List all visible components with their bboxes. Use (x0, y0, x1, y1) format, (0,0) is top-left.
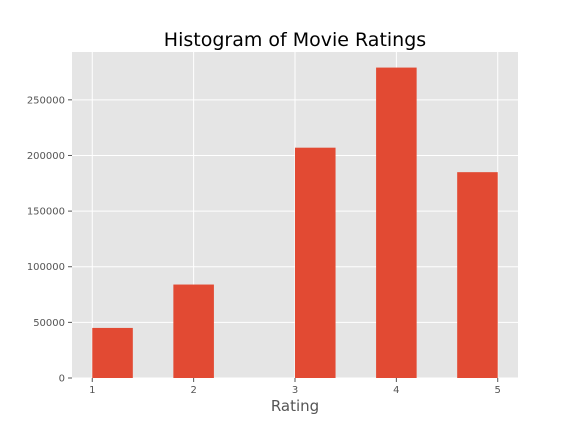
histogram-bar (173, 284, 214, 378)
x-tick-label: 5 (495, 385, 501, 396)
x-axis-label: Rating (271, 397, 319, 415)
x-axis-ticks: 1 2 3 4 5 (89, 378, 501, 396)
histogram-bar (92, 327, 133, 378)
x-tick-label: 1 (89, 385, 95, 396)
y-axis-ticks: 0 50000 100000 150000 200000 250000 (27, 95, 72, 385)
histogram-bar (376, 67, 417, 379)
y-tick-label: 0 (59, 374, 65, 385)
x-tick-label: 2 (190, 385, 196, 396)
bars (92, 67, 498, 379)
y-tick-label: 100000 (27, 262, 65, 273)
x-tick-label: 4 (393, 385, 399, 396)
histogram-bar (295, 147, 336, 378)
y-tick-label: 250000 (27, 95, 65, 106)
histogram-bar (457, 172, 498, 378)
y-tick-label: 200000 (27, 151, 65, 162)
chart-title: Histogram of Movie Ratings (164, 29, 426, 51)
y-tick-label: 50000 (33, 318, 65, 329)
x-tick-label: 3 (292, 385, 298, 396)
y-tick-label: 150000 (27, 207, 65, 218)
